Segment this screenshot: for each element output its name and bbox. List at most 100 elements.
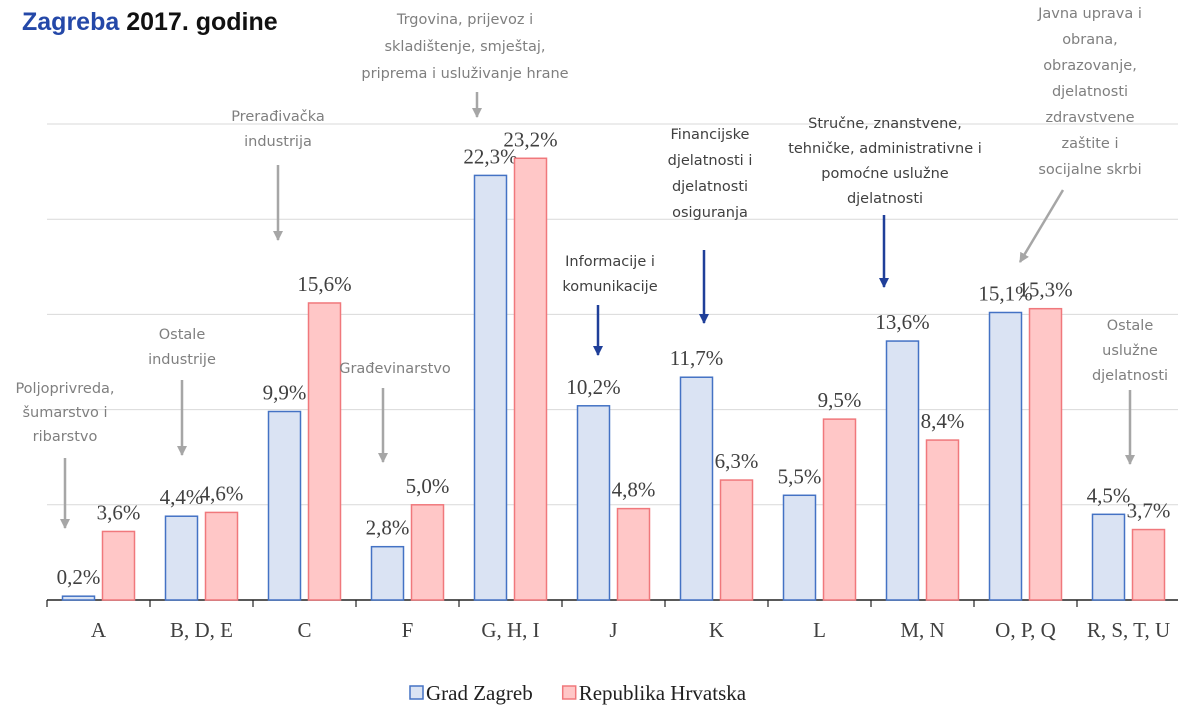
- annotation-line: ribarstvo: [33, 429, 98, 445]
- annotation-line: zaštite i: [1061, 136, 1118, 152]
- data-label: 8,4%: [921, 409, 965, 433]
- annotation-line: Informacije i: [565, 254, 655, 270]
- x-tick-label: O, P, Q: [995, 618, 1056, 642]
- annotation-line: Ostale: [159, 327, 206, 343]
- data-label: 5,5%: [778, 464, 822, 488]
- annotation-line: Financijske: [671, 127, 750, 143]
- bar: [576, 405, 611, 601]
- data-label: 11,7%: [670, 346, 723, 370]
- bar: [473, 174, 508, 601]
- title-rest: 2017. godine: [126, 8, 278, 36]
- bar: [719, 479, 754, 601]
- data-label: 15,3%: [1018, 278, 1072, 302]
- annotation-line: šumarstvo i: [22, 405, 107, 421]
- bar: [307, 302, 342, 601]
- bar: [822, 418, 857, 601]
- data-label: 22,3%: [463, 144, 517, 168]
- bar: [513, 157, 548, 601]
- x-tick-label: M, N: [900, 618, 945, 642]
- bar: [1028, 307, 1063, 601]
- bar: [61, 595, 96, 601]
- legend-label: Grad Zagreb: [426, 681, 533, 705]
- data-label: 3,6%: [97, 500, 141, 524]
- x-tick-label: B, D, E: [170, 618, 233, 642]
- annotation-line: djelatnosti: [1052, 84, 1128, 100]
- data-label: 6,3%: [715, 449, 759, 473]
- bar: [267, 410, 302, 601]
- bar: [988, 311, 1023, 601]
- annotation-line: komunikacije: [562, 279, 657, 295]
- bar: [616, 507, 651, 601]
- annotation-line: Javna uprava i: [1037, 6, 1142, 22]
- x-tick-label: J: [609, 618, 618, 642]
- bar: [925, 439, 960, 601]
- annotation-line: Građevinarstvo: [339, 361, 451, 377]
- x-tick-label: G, H, I: [481, 618, 540, 642]
- data-label: 4,8%: [612, 478, 656, 502]
- annotation-line: zdravstvene: [1045, 110, 1134, 126]
- data-label: 13,6%: [875, 310, 929, 334]
- x-tick-label: F: [401, 618, 414, 642]
- data-label: 10,2%: [566, 375, 620, 399]
- annotation-line: pomoćne uslužne: [821, 166, 949, 182]
- annotation-line: Poljoprivreda,: [15, 381, 114, 397]
- annotation-line: osiguranja: [672, 205, 748, 221]
- arrow: [1018, 189, 1065, 263]
- data-label: 2,8%: [366, 516, 410, 540]
- annotation-line: obrana,: [1062, 32, 1118, 48]
- data-label: 4,5%: [1087, 483, 1131, 507]
- annotation: Poljoprivreda, šumarstvo i ribarstvo: [15, 381, 114, 445]
- annotation-line: djelatnosti: [847, 191, 923, 207]
- data-label: 15,1%: [978, 281, 1032, 305]
- annotation-line: djelatnosti: [672, 179, 748, 195]
- legend-swatch: [409, 685, 424, 700]
- annotation: Trgovina, prijevoz i skladištenje, smješt…: [361, 12, 568, 82]
- chart-title: Zagreba 2017. godine: [22, 8, 278, 36]
- x-tick-label: A: [90, 618, 107, 642]
- annotation-line: Prerađivačka: [231, 109, 325, 125]
- annotation-line: socijalne skrbi: [1038, 162, 1141, 178]
- bar: [782, 494, 817, 601]
- x-tick-label: L: [813, 618, 826, 642]
- annotation-line: uslužne: [1102, 343, 1158, 359]
- x-tick-label: R, S, T, U: [1086, 618, 1171, 642]
- data-label: 4,6%: [200, 481, 244, 505]
- annotation-line: Trgovina, prijevoz i: [396, 12, 533, 28]
- annotation-line: djelatnosti: [1092, 368, 1168, 384]
- legend-label: Republika Hrvatska: [579, 681, 747, 705]
- data-label: 9,5%: [818, 388, 862, 412]
- bar: [1091, 513, 1126, 601]
- data-label: 3,7%: [1127, 499, 1171, 523]
- data-label: 9,9%: [263, 381, 307, 405]
- annotation-line: industrije: [148, 352, 216, 368]
- annotation-line: priprema i usluživanje hrane: [361, 66, 568, 82]
- bar: [101, 530, 136, 601]
- annotation-line: tehničke, administrativne i: [788, 141, 982, 157]
- annotation-line: Stručne, znanstvene,: [808, 116, 962, 132]
- annotation-line: Ostale: [1107, 318, 1154, 334]
- legend-swatch: [561, 685, 577, 700]
- annotation: Javna uprava i obrana, obrazovanje, djelatn…: [1037, 6, 1142, 178]
- data-label: 4,4%: [160, 485, 204, 509]
- bar: [164, 515, 199, 601]
- annotation: Ostale industrije: [148, 327, 216, 368]
- annotation: Ostale uslužne djelatnosti: [1092, 318, 1168, 384]
- annotation: Financijske djelatnosti i djelatnosti osigu…: [668, 127, 753, 221]
- bar: [370, 545, 405, 601]
- data-label: 0,2%: [57, 565, 101, 589]
- data-label: 15,6%: [297, 272, 351, 296]
- data-label: 5,0%: [406, 474, 450, 498]
- x-tick-label: C: [297, 618, 312, 642]
- annotation-line: skladištenje, smještaj,: [384, 39, 545, 55]
- bar: [204, 511, 239, 601]
- annotation: Građevinarstvo: [339, 361, 451, 377]
- annotation: Prerađivačka industrija: [231, 109, 325, 150]
- bar: [410, 504, 445, 601]
- annotation-line: industrija: [244, 134, 312, 150]
- bar: [885, 340, 920, 601]
- x-tick-label: K: [708, 618, 725, 642]
- annotation: Stručne, znanstvene, tehničke, administra…: [788, 116, 982, 207]
- bar: [679, 376, 714, 601]
